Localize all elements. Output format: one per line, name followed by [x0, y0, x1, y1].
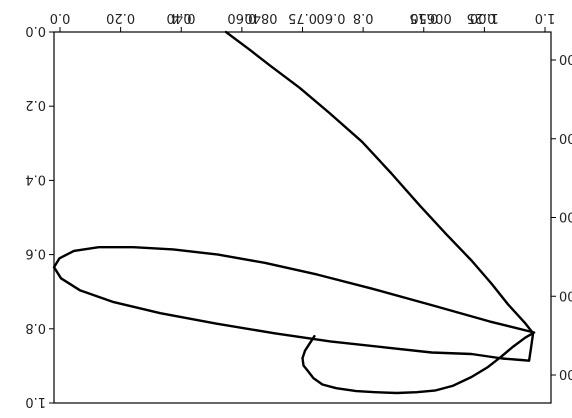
right-tick-label: 9000: [559, 366, 572, 381]
frac-tick-label: 0.2: [25, 97, 46, 112]
top-extra-label: 0.60: [317, 10, 346, 25]
frac-tick-label: 0.8: [25, 320, 46, 335]
top-extra-label: 0.25: [467, 10, 496, 25]
top-extra-label: 0.40: [167, 10, 196, 25]
frac-tick-label: 1.0: [25, 394, 46, 409]
top-residue-label: 00650: [410, 10, 451, 25]
frac-tick-label: 0.0: [25, 23, 46, 38]
top-tick-label: 0.20: [106, 10, 135, 25]
right-tick-label: 8500: [559, 287, 572, 302]
top-tick-label: 0.0: [50, 10, 71, 25]
frac-tick-label: 0.4: [25, 171, 46, 186]
top-tick-label: 0.75: [288, 10, 317, 25]
frac-tick-label: 0.6: [25, 246, 46, 261]
chart-mirror-group: 0.0 0.2 0.4 0.6 0.8 1.0 9000 8500 8000 7500 7000 1.…: [25, 10, 572, 409]
top-tick-label: 1.0: [535, 10, 556, 25]
right-tick-label: 8000: [559, 209, 572, 224]
plot-frame: [54, 32, 551, 403]
label-layer: 0.0 0.2 0.4 0.6 0.8 1.0 9000 8500 8000 7500 7000 1.…: [25, 10, 572, 409]
tick-layer: [49, 27, 556, 403]
right-tick-label: 7500: [559, 130, 572, 145]
series-line: [54, 32, 534, 393]
right-tick-label: 7000: [559, 51, 572, 66]
top-residue-label: 0840: [244, 10, 277, 25]
top-tick-label: 0.8: [353, 10, 374, 25]
